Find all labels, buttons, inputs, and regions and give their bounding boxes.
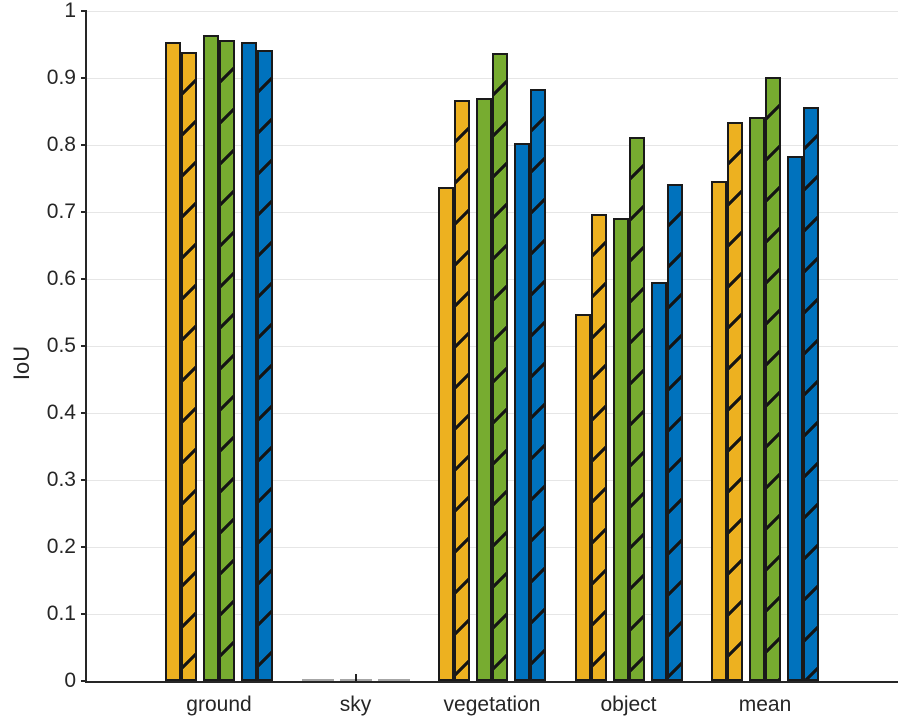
- y-tick-label: 0.6: [46, 267, 76, 290]
- y-tick-label: 0.2: [46, 535, 76, 558]
- y-tick: [81, 10, 87, 12]
- bar-ground-green-hatched: [219, 40, 235, 681]
- x-tick: [354, 674, 357, 681]
- y-tick: [81, 278, 87, 280]
- bar-vegetation-green-hatched: [492, 53, 508, 681]
- y-axis-label: IoU: [9, 345, 34, 381]
- y-tick-label: 0: [64, 669, 76, 692]
- x-tick-label-ground: ground: [186, 693, 252, 716]
- y-tick: [81, 613, 87, 615]
- bar-mean-blue-hatched: [803, 107, 819, 681]
- bar-vegetation-yellow-hatched: [454, 100, 470, 681]
- y-tick: [81, 680, 87, 682]
- y-tick: [81, 211, 87, 213]
- y-tick-label: 0.5: [46, 334, 76, 357]
- y-tick-label: 1: [64, 0, 76, 22]
- y-tick-label: 0.4: [46, 401, 76, 424]
- bar-object-green-hatched: [628, 137, 645, 681]
- y-tick-label: 0.8: [46, 133, 76, 156]
- bar-vegetation-blue-hatched: [530, 89, 546, 681]
- gridline: [87, 10, 898, 12]
- bar-mean-blue-solid: [787, 156, 803, 681]
- bar-object-green-solid: [612, 218, 629, 681]
- y-tick: [81, 77, 87, 79]
- bar-sky-green-hatched: [355, 679, 372, 681]
- bar-vegetation-green-solid: [476, 98, 492, 681]
- bar-object-yellow-hatched: [590, 214, 607, 681]
- y-tick-label: 0.9: [46, 66, 76, 89]
- bar-sky-yellow-hatched: [317, 679, 334, 681]
- y-tick: [81, 412, 87, 414]
- x-tick-label-mean: mean: [738, 693, 792, 716]
- x-tick-label-sky: sky: [339, 693, 372, 716]
- y-tick: [81, 345, 87, 347]
- bar-ground-yellow-solid: [165, 42, 181, 681]
- bar-mean-green-hatched: [765, 77, 781, 681]
- bar-vegetation-yellow-solid: [438, 187, 454, 681]
- bar-object-blue-hatched: [666, 184, 683, 681]
- y-tick-label: 0.3: [46, 468, 76, 491]
- x-tick-label-object: object: [600, 693, 657, 716]
- bar-sky-green-solid: [339, 679, 356, 681]
- y-tick-label: 0.1: [46, 602, 76, 625]
- bar-vegetation-blue-solid: [514, 143, 530, 681]
- bar-mean-yellow-hatched: [727, 122, 743, 681]
- bar-mean-yellow-solid: [711, 181, 727, 681]
- bar-sky-blue-solid: [377, 679, 394, 681]
- bar-object-blue-solid: [650, 282, 667, 681]
- bar-ground-blue-hatched: [257, 50, 273, 681]
- bar-sky-blue-hatched: [393, 679, 410, 681]
- y-tick: [81, 546, 87, 548]
- bar-ground-yellow-hatched: [181, 52, 197, 681]
- y-tick: [81, 144, 87, 146]
- x-tick-label-vegetation: vegetation: [443, 693, 541, 716]
- y-tick-label: 0.7: [46, 200, 76, 223]
- x-axis-line: [85, 681, 898, 683]
- bar-ground-blue-solid: [241, 42, 257, 681]
- bar-object-yellow-solid: [574, 314, 591, 681]
- bar-mean-green-solid: [749, 117, 765, 681]
- bar-ground-green-solid: [203, 35, 219, 681]
- y-axis-line: [85, 11, 87, 683]
- bar-sky-yellow-solid: [301, 679, 318, 681]
- y-tick: [81, 479, 87, 481]
